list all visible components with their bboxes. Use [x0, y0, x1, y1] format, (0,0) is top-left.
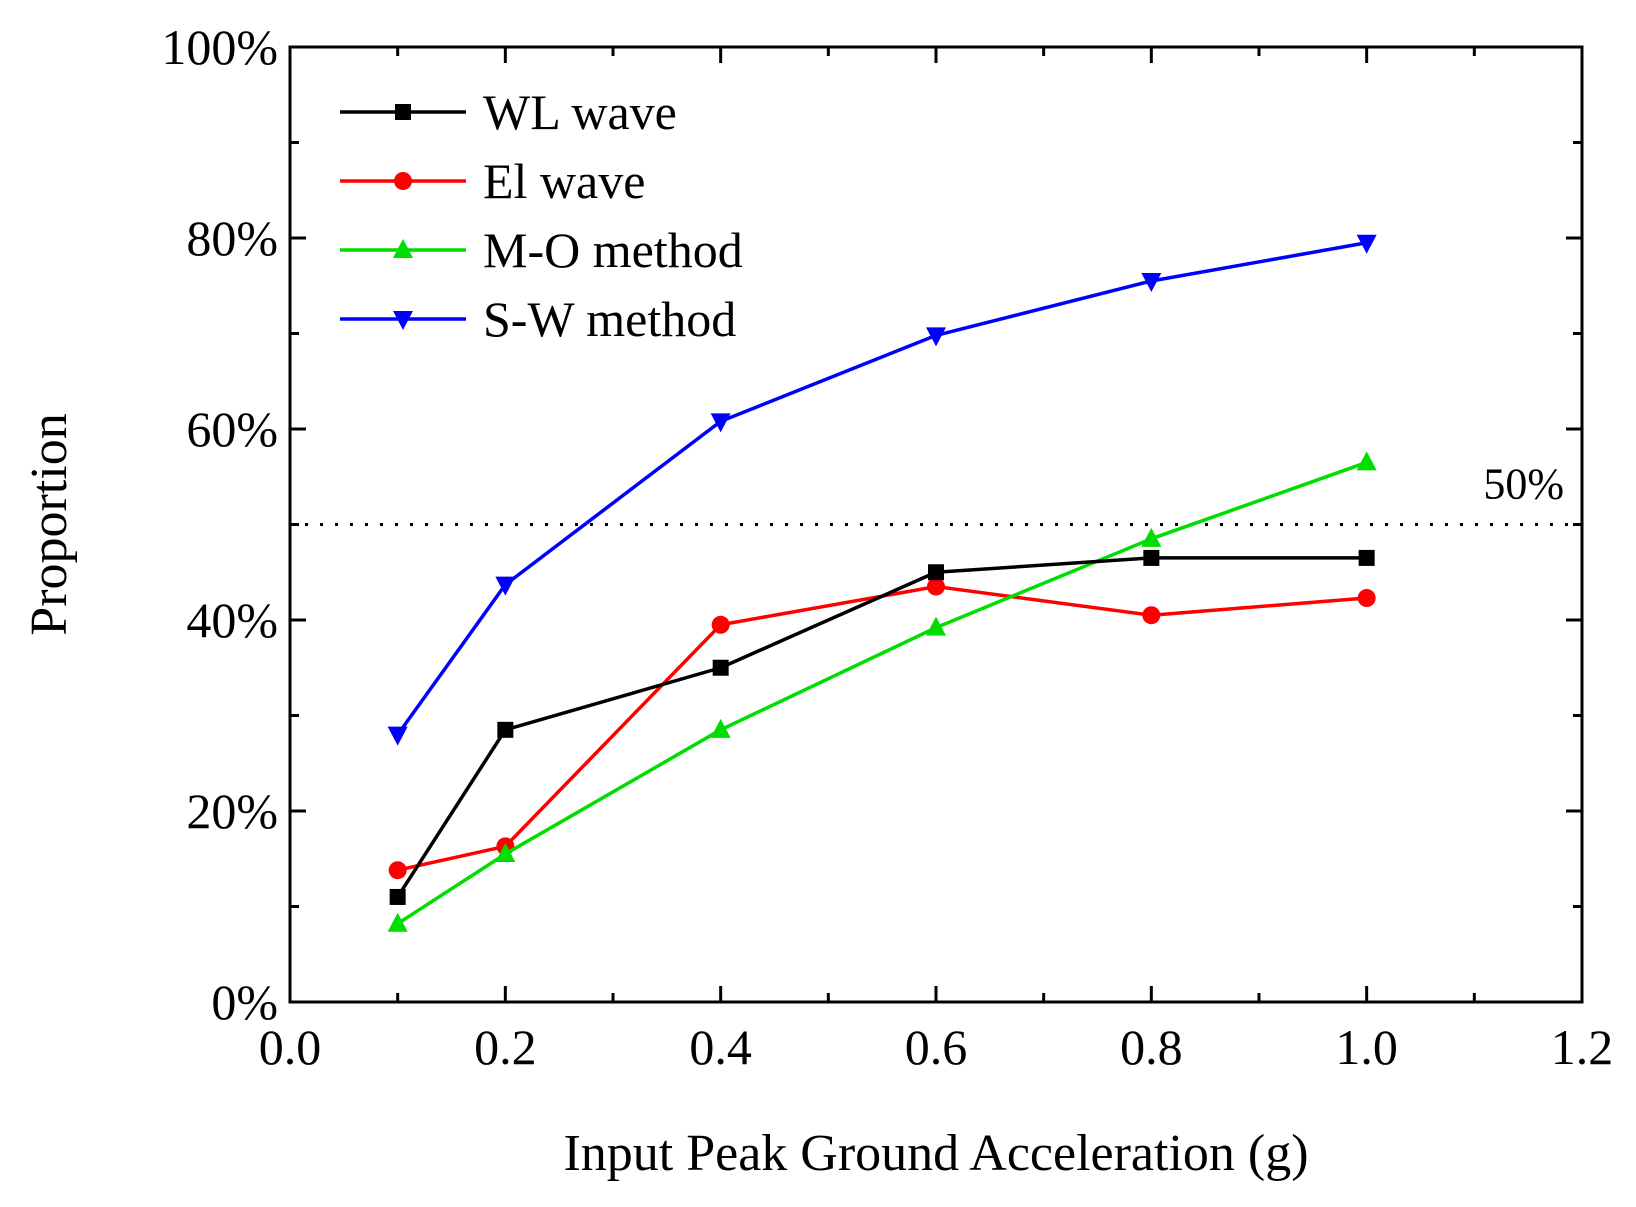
series-m-o-method	[387, 451, 1377, 932]
data-point-s-w-method	[495, 576, 516, 596]
data-series	[387, 234, 1377, 932]
series-el-wave	[388, 577, 1376, 880]
series-s-w-method	[387, 234, 1377, 746]
legend-marker-m-o-method	[393, 239, 413, 258]
legend-label-wl-wave: WL wave	[483, 84, 677, 140]
legend-marker-wl-wave	[395, 104, 411, 120]
data-point-el-wave	[927, 577, 945, 596]
y-tick-label: 40%	[186, 592, 278, 648]
data-point-s-w-method	[710, 413, 731, 433]
legend-item-wl-wave: WL wave	[340, 84, 677, 140]
x-tick-label: 0.6	[905, 1019, 968, 1075]
plot-frame	[288, 45, 1584, 1004]
y-axis-title: Proportion	[21, 413, 78, 635]
series-line-el-wave	[397, 584, 1367, 872]
data-point-el-wave	[388, 861, 407, 880]
data-point-s-w-method	[926, 327, 946, 347]
series-wl-wave	[389, 549, 1375, 905]
legend-item-m-o-method: M-O method	[340, 222, 743, 278]
data-point-m-o-method	[387, 912, 408, 932]
data-point-s-w-method	[387, 726, 408, 746]
x-tick-label: 0.2	[474, 1019, 537, 1075]
data-point-m-o-method	[495, 842, 516, 862]
legend-label-el-wave: El wave	[483, 153, 645, 209]
y-tick-label: 100%	[161, 19, 278, 75]
data-point-m-o-method	[926, 616, 946, 636]
x-tick-label: 0.0	[259, 1019, 322, 1075]
data-point-m-o-method	[1356, 451, 1377, 471]
data-point-wl-wave	[1143, 549, 1160, 566]
data-point-s-w-method	[1356, 234, 1377, 254]
data-point-wl-wave	[1358, 549, 1375, 566]
y-tick-label: 60%	[186, 401, 278, 457]
y-tick-label: 0%	[211, 974, 278, 1030]
data-point-wl-wave	[712, 659, 729, 676]
data-point-m-o-method	[1141, 527, 1162, 547]
legend-label-s-w-method: S-W method	[483, 291, 736, 347]
series-line-m-o-method	[396, 460, 1368, 926]
legend-item-s-w-method: S-W method	[340, 291, 736, 347]
legend-item-el-wave: El wave	[340, 153, 645, 209]
data-point-el-wave	[711, 615, 730, 634]
x-tick-label: 0.4	[689, 1019, 752, 1075]
data-point-m-o-method	[710, 718, 731, 738]
x-tick-label: 1.0	[1335, 1019, 1398, 1075]
data-point-wl-wave	[389, 888, 406, 905]
reference-line-label: 50%	[1483, 460, 1564, 509]
x-axis-title: Input Peak Ground Acceleration (g)	[563, 1125, 1308, 1182]
data-point-el-wave	[1142, 606, 1161, 625]
legend-marker-s-w-method	[393, 311, 413, 330]
x-tick-label: 1.2	[1551, 1019, 1614, 1075]
legend-label-m-o-method: M-O method	[483, 222, 743, 278]
x-tick-label: 0.8	[1120, 1019, 1183, 1075]
y-tick-label: 80%	[186, 210, 278, 266]
data-point-el-wave	[1357, 589, 1376, 608]
legend: WL wave El wave M-O method S-W method	[340, 84, 743, 347]
data-point-wl-wave	[497, 721, 514, 738]
series-line-wl-wave	[396, 556, 1367, 898]
data-point-s-w-method	[1141, 272, 1162, 292]
legend-marker-el-wave	[394, 172, 412, 190]
data-point-wl-wave	[928, 564, 944, 581]
axis-tick-labels: 0.0 0.2 0.4 0.6 0.8 1.0 1.2 0% 20% 40% 60% 80% 100%	[161, 19, 1613, 1075]
y-tick-label: 20%	[186, 783, 278, 839]
series-line-s-w-method	[396, 241, 1367, 736]
